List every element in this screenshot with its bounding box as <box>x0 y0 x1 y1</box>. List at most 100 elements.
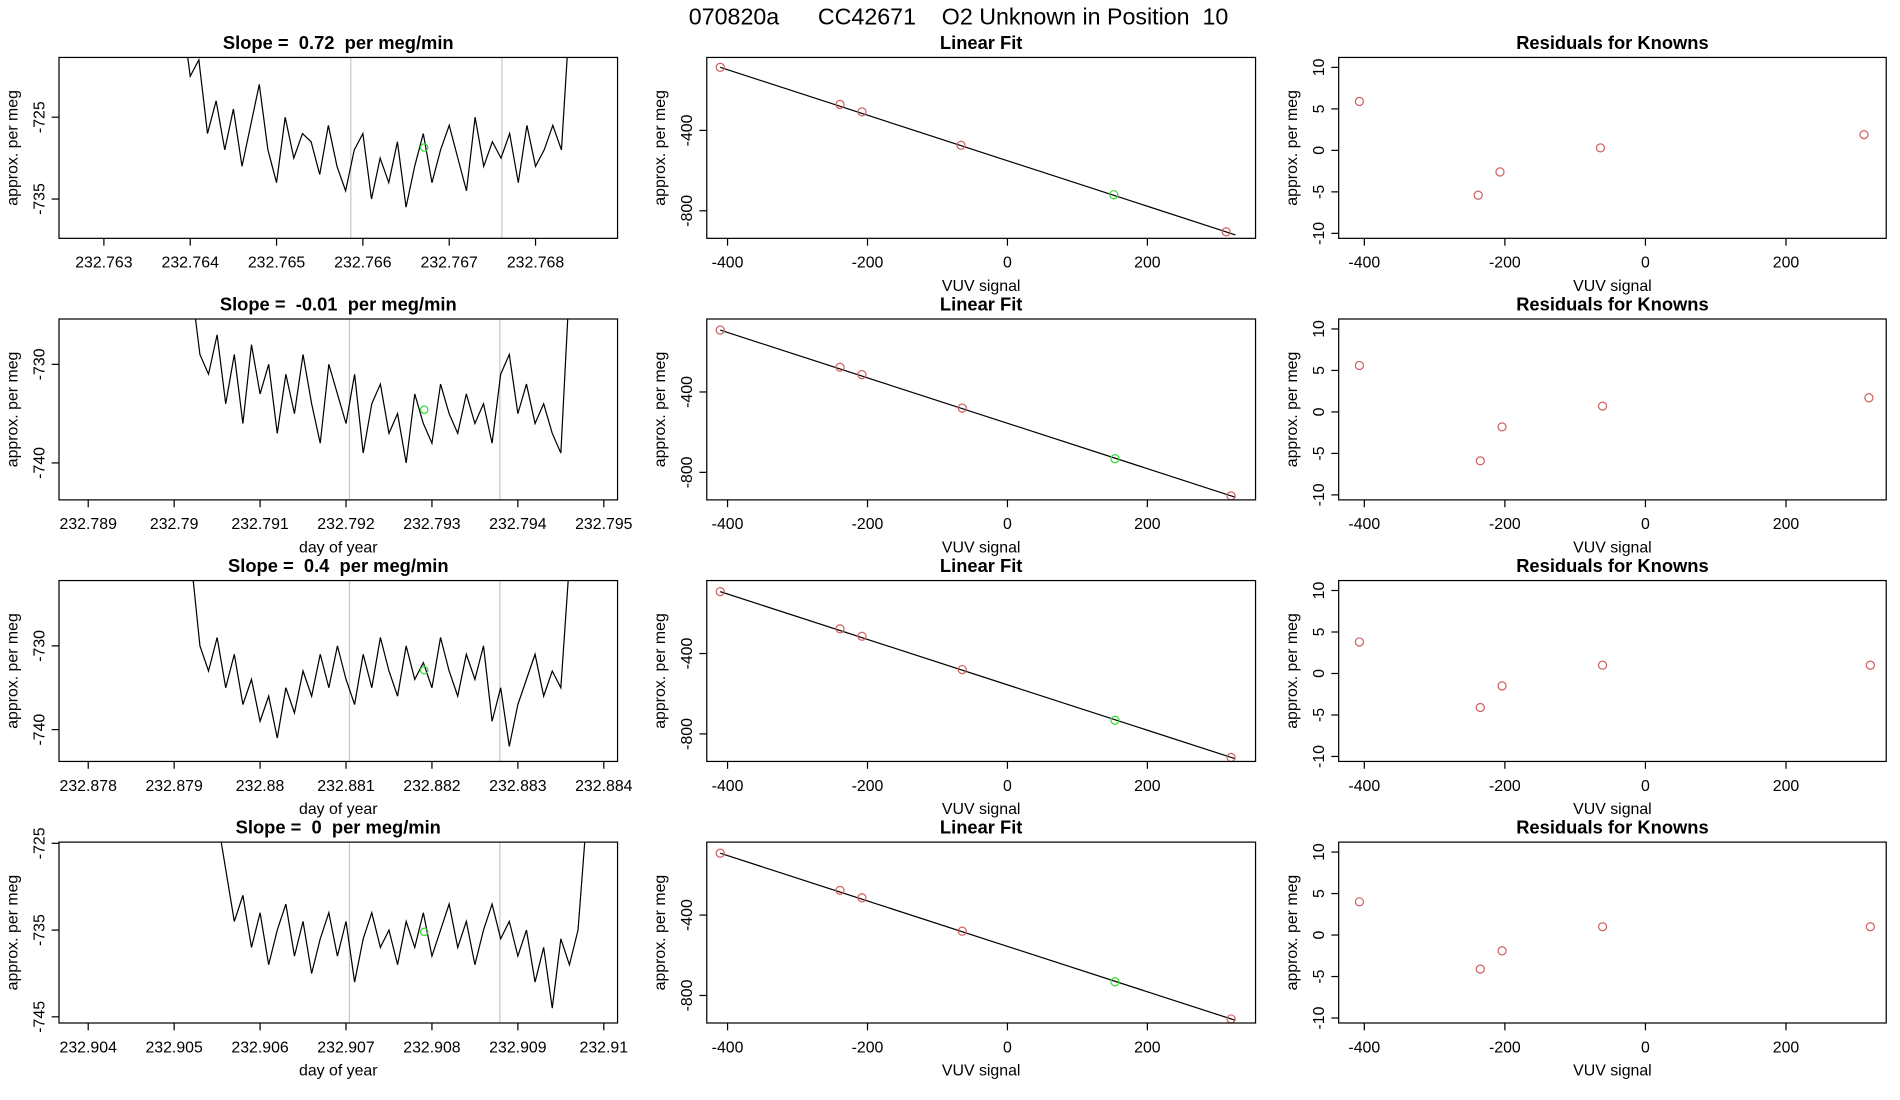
point <box>1859 129 1869 140</box>
y-tick-label: -740 <box>31 447 48 479</box>
point <box>857 893 867 903</box>
fit-line <box>720 66 1236 236</box>
panel-title: Residuals for Knowns <box>1516 32 1708 53</box>
x-axis-label: VUV signal <box>1573 539 1652 556</box>
y-tick-label: 0 <box>1311 669 1328 678</box>
y-tick-label: -5 <box>1311 446 1328 460</box>
fit-line <box>720 852 1236 1021</box>
point <box>1497 946 1507 956</box>
y-tick-label: -10 <box>1311 483 1328 506</box>
y-tick-label: -10 <box>1311 1006 1328 1029</box>
plot-frame <box>58 318 619 501</box>
x-axis-label: VUV signal <box>942 1063 1021 1080</box>
x-tick-label: 232.763 <box>75 255 133 272</box>
point <box>1597 401 1608 411</box>
x-tick-label: -200 <box>1489 1039 1521 1056</box>
y-axis-label: approx. per meg <box>1284 613 1301 729</box>
point <box>1110 977 1120 987</box>
panel-title: Slope = 0 per meg/min <box>236 817 441 838</box>
y-tick-label: 10 <box>1311 58 1328 76</box>
unknown-point <box>419 927 429 937</box>
x-tick-label: 200 <box>1134 516 1161 533</box>
x-tick-label: -200 <box>1489 255 1521 272</box>
point <box>857 631 867 641</box>
y-tick-label: -730 <box>31 348 48 380</box>
point <box>957 403 967 413</box>
x-tick-label: 0 <box>1641 1039 1650 1056</box>
x-tick-label: 232.789 <box>60 516 118 533</box>
panel: Slope = 0 per meg/min day of year approx. … <box>4 817 628 1080</box>
x-tick-label: 200 <box>1773 1039 1800 1056</box>
x-tick-label: 232.795 <box>575 516 633 533</box>
panel: Slope = 0.4 per meg/min day of year approx… <box>4 555 632 818</box>
point <box>1864 393 1874 403</box>
point <box>1221 227 1231 237</box>
x-tick-label: 232.905 <box>145 1039 203 1056</box>
x-tick-label: -400 <box>1348 1039 1380 1056</box>
y-tick-label: -730 <box>31 630 48 662</box>
x-tick-label: 0 <box>1641 255 1650 272</box>
y-axis-label: approx. per meg <box>4 613 21 729</box>
panel-title: Linear Fit <box>940 555 1023 576</box>
x-tick-label: 200 <box>1134 778 1161 795</box>
point <box>1475 456 1485 466</box>
x-tick-label: 232.767 <box>421 255 479 272</box>
x-tick-label: 232.79 <box>150 516 199 533</box>
panel: Linear Fit VUV signal approx. per meg -400 -… <box>652 817 1257 1080</box>
data-line <box>194 319 569 464</box>
x-tick-label: -400 <box>1348 255 1380 272</box>
y-axis-label: approx. per meg <box>652 613 669 729</box>
x-tick-label: 0 <box>1003 255 1012 272</box>
x-tick-label: 232.884 <box>575 778 633 795</box>
point <box>1865 922 1875 932</box>
x-axis-label: VUV signal <box>1573 278 1652 295</box>
panel-title: Linear Fit <box>940 293 1023 314</box>
y-tick-label: -745 <box>31 1001 48 1033</box>
x-axis-label: VUV signal <box>942 801 1021 818</box>
point <box>1110 715 1120 725</box>
x-tick-label: 232.792 <box>317 516 375 533</box>
fit-line <box>720 591 1236 760</box>
y-tick-label: 0 <box>1311 930 1328 939</box>
y-tick-label: -10 <box>1311 222 1328 245</box>
point <box>835 624 845 634</box>
y-axis-label: approx. per meg <box>1284 875 1301 991</box>
plot-frame <box>1338 56 1887 239</box>
x-tick-label: 232.883 <box>489 778 547 795</box>
y-tick-label: 10 <box>1311 582 1328 600</box>
plot-frame <box>706 579 1257 763</box>
y-tick-label: 5 <box>1311 889 1328 898</box>
y-tick-label: -400 <box>679 376 696 408</box>
panel-title: Residuals for Knowns <box>1516 293 1708 314</box>
x-tick-label: -400 <box>712 778 744 795</box>
x-tick-label: -200 <box>1489 778 1521 795</box>
y-tick-label: -800 <box>679 456 696 488</box>
x-tick-label: -200 <box>852 255 884 272</box>
y-tick-label: 0 <box>1311 146 1328 155</box>
unknown-point <box>419 405 429 414</box>
plot-frame <box>58 841 619 1024</box>
y-tick-label: -735 <box>31 914 48 946</box>
point <box>857 107 867 117</box>
plot-frame <box>1338 579 1887 763</box>
x-tick-label: 232.906 <box>231 1039 289 1056</box>
panel: Residuals for Knowns VUV signal approx. pe… <box>1284 817 1887 1080</box>
x-tick-label: -400 <box>712 516 744 533</box>
point <box>1110 454 1120 464</box>
x-tick-label: 0 <box>1003 516 1012 533</box>
panel-title: Slope = 0.72 per meg/min <box>223 32 454 53</box>
x-tick-label: 232.882 <box>403 778 461 795</box>
data-line <box>192 580 569 747</box>
y-axis-label: approx. per meg <box>4 352 21 468</box>
x-tick-label: -400 <box>712 1039 744 1056</box>
panel: Residuals for Knowns VUV signal approx. pe… <box>1284 32 1887 295</box>
point <box>1475 702 1485 713</box>
point <box>715 848 725 858</box>
y-axis-label: approx. per meg <box>1284 352 1301 468</box>
panel: Slope = 0.72 per meg/min approx. per meg 2… <box>4 32 619 272</box>
y-tick-label: -740 <box>31 714 48 746</box>
y-axis-label: approx. per meg <box>652 352 669 468</box>
point <box>835 362 845 372</box>
y-tick-label: 5 <box>1311 627 1328 636</box>
